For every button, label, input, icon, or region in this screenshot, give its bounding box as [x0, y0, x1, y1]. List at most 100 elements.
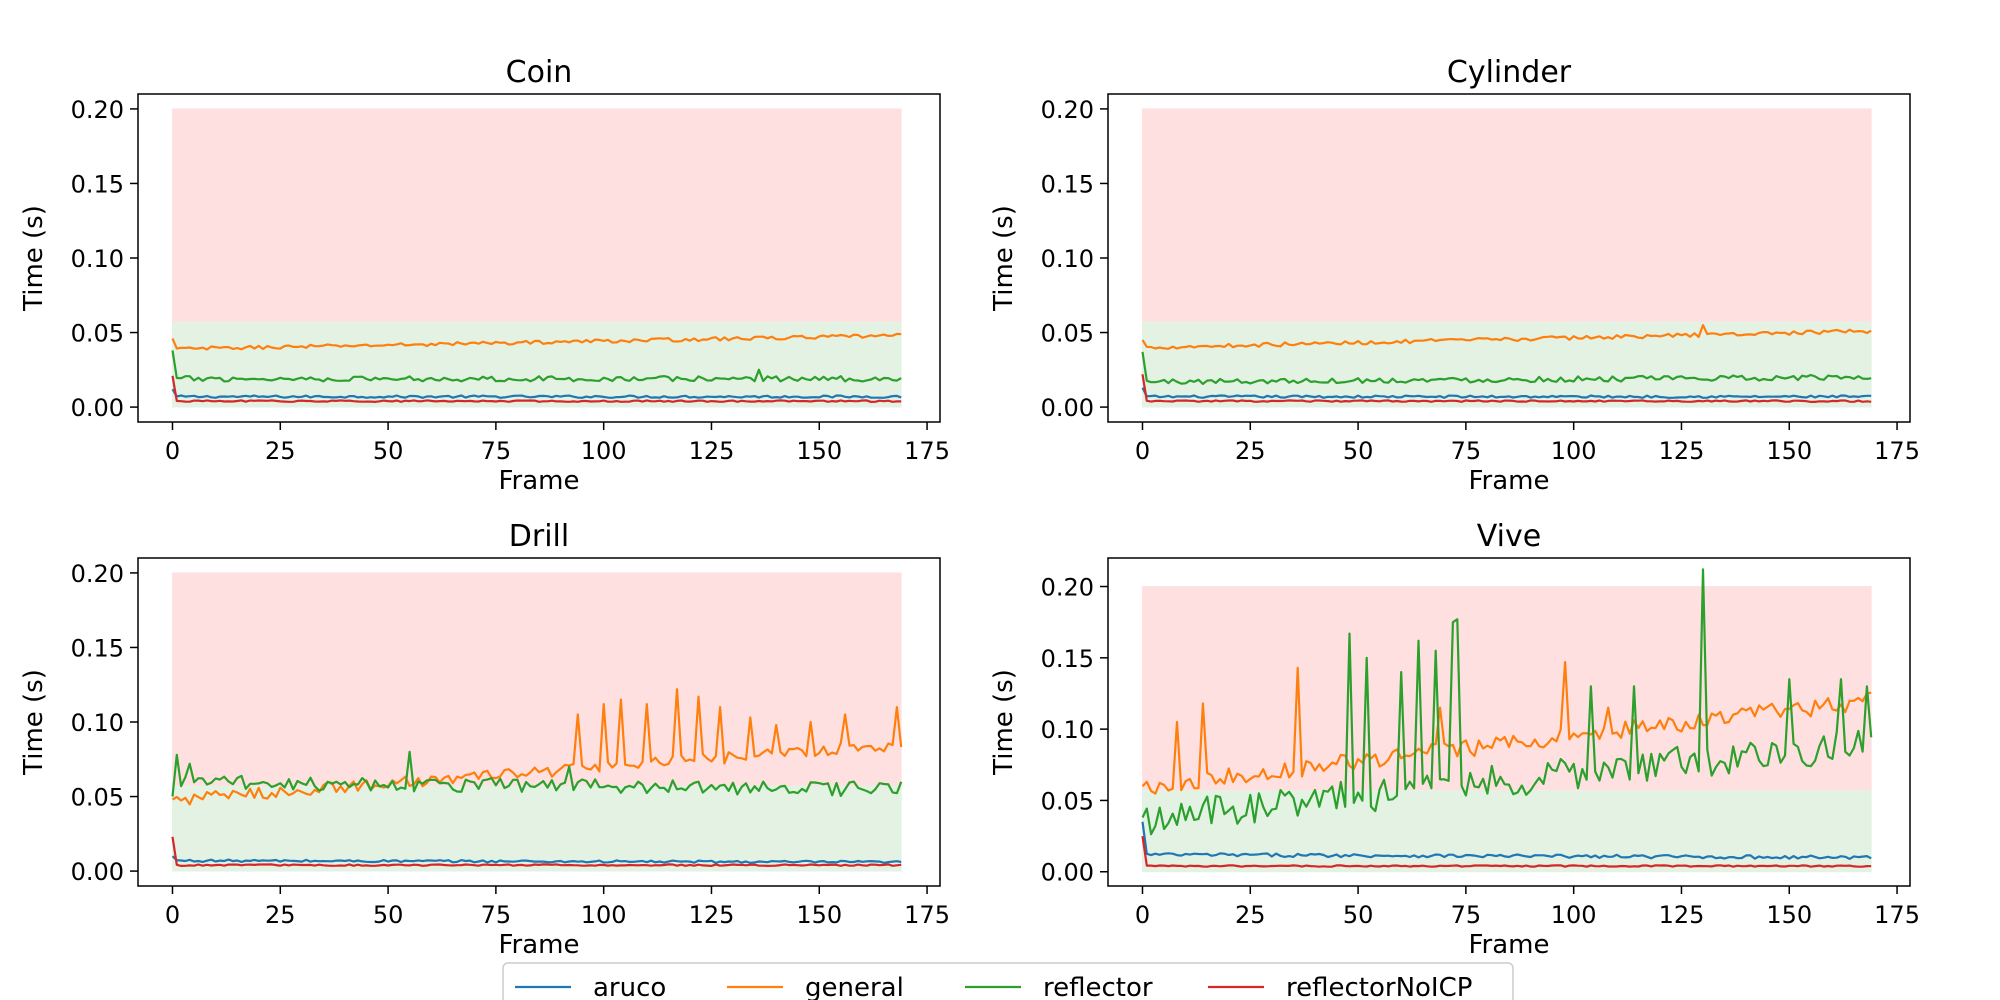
series-line-reflector: [1141, 568, 1873, 836]
y-tick-label: 0.10: [1041, 245, 1094, 273]
x-tick-label: 75: [1451, 901, 1482, 929]
x-tick-label: 150: [1766, 901, 1812, 929]
x-tick-label: 50: [373, 901, 404, 929]
x-tick-label: 100: [1551, 901, 1597, 929]
series-line-aruco: [1141, 387, 1872, 399]
y-tick-label: 0.00: [1041, 394, 1094, 422]
legend-label-reflectorNoICP: reflectorNoICP: [1286, 973, 1472, 1000]
x-tick-label: 125: [1659, 437, 1705, 465]
x-tick-label: 25: [265, 901, 296, 929]
legend-label-reflector: reflector: [1043, 973, 1153, 1000]
x-tick-label: 25: [265, 437, 296, 465]
series-line-reflectorNoICP: [1141, 374, 1872, 403]
subplot-title: Drill: [509, 519, 569, 554]
series-line-reflectorNoICP: [1141, 835, 1872, 868]
green-zone: [1141, 321, 1872, 408]
x-axis-label: Frame: [1468, 466, 1549, 496]
x-tick-label: 50: [373, 437, 404, 465]
series-line-aruco: [1141, 821, 1872, 860]
subplot-title: Coin: [506, 55, 573, 90]
x-tick-label: 100: [581, 901, 627, 929]
y-tick-label: 0.10: [71, 709, 124, 737]
x-tick-label: 75: [481, 901, 512, 929]
y-tick-label: 0.05: [71, 320, 124, 348]
y-tick-label: 0.10: [1041, 716, 1094, 744]
series-line-reflector: [171, 350, 902, 383]
x-axis-label: Frame: [498, 930, 579, 960]
red-zone: [1141, 108, 1872, 323]
subplot-vive: 0 25 50 75 100 125 150 175 0.00 0.05 0.10 0.15 0.20 V…: [989, 519, 1920, 960]
x-tick-label: 125: [1659, 901, 1705, 929]
red-zone: [171, 108, 902, 323]
green-zone: [171, 785, 902, 872]
y-tick-label: 0.15: [71, 170, 124, 198]
x-tick-label: 25: [1235, 901, 1266, 929]
x-tick-label: 150: [1766, 437, 1812, 465]
y-axis-label: Time (s): [19, 669, 49, 776]
legend: aruco general reflector reflectorNoICP: [502, 962, 1514, 1000]
series-line-general: [171, 688, 903, 806]
subplot-title: Vive: [1477, 519, 1541, 554]
y-tick-label: 0.15: [1041, 170, 1094, 198]
x-tick-label: 125: [689, 437, 735, 465]
series-line-reflectorNoICP: [171, 836, 902, 867]
series-line-aruco: [171, 388, 902, 399]
y-tick-label: 0.05: [1041, 787, 1094, 815]
y-tick-label: 0.15: [1041, 645, 1094, 673]
y-tick-label: 0.15: [71, 634, 124, 662]
y-tick-label: 0.05: [71, 784, 124, 812]
y-tick-label: 0.00: [71, 858, 124, 886]
x-tick-label: 0: [165, 901, 180, 929]
subplot-coin: 0 25 50 75 100 125 150 175 0.00 0.05 0.10 0.15 0.20 C…: [19, 55, 950, 496]
y-axis-label: Time (s): [989, 669, 1019, 776]
x-tick-label: 75: [481, 437, 512, 465]
y-tick-label: 0.10: [71, 245, 124, 273]
x-tick-label: 0: [1135, 901, 1150, 929]
y-tick-label: 0.00: [71, 394, 124, 422]
series-line-general: [1141, 324, 1872, 350]
green-zone: [171, 321, 902, 408]
x-tick-label: 0: [1135, 437, 1150, 465]
series-line-aruco: [171, 855, 902, 864]
legend-label-general: general: [805, 973, 904, 1000]
y-tick-label: 0.20: [71, 560, 124, 588]
x-tick-label: 150: [796, 437, 842, 465]
green-zone: [1141, 789, 1872, 873]
x-tick-label: 50: [1343, 901, 1374, 929]
subplot-title: Cylinder: [1447, 55, 1572, 90]
x-tick-label: 0: [165, 437, 180, 465]
x-tick-label: 175: [1874, 437, 1920, 465]
subplot-drill: 0 25 50 75 100 125 150 175 0.00 0.05 0.10 0.15 0.20 D…: [19, 519, 950, 960]
y-tick-label: 0.20: [1041, 96, 1094, 124]
x-tick-label: 100: [1551, 437, 1597, 465]
x-tick-label: 100: [581, 437, 627, 465]
series-line-reflector: [1141, 351, 1872, 385]
legend-label-aruco: aruco: [593, 973, 666, 1000]
red-zone: [171, 572, 902, 787]
y-tick-label: 0.00: [1041, 859, 1094, 887]
subplot-cylinder: 0 25 50 75 100 125 150 175 0.00 0.05 0.10 0.15 0.20 C…: [989, 55, 1920, 496]
x-tick-label: 25: [1235, 437, 1266, 465]
series-line-reflectorNoICP: [171, 375, 902, 403]
x-axis-label: Frame: [1468, 930, 1549, 960]
x-tick-label: 125: [689, 901, 735, 929]
x-tick-label: 175: [904, 901, 950, 929]
red-zone: [1141, 586, 1872, 791]
x-tick-label: 50: [1343, 437, 1374, 465]
y-tick-label: 0.20: [1041, 574, 1094, 602]
x-tick-label: 75: [1451, 437, 1482, 465]
plot-frame: [1107, 557, 1911, 887]
x-axis-label: Frame: [498, 466, 579, 496]
y-axis-label: Time (s): [989, 205, 1019, 312]
x-tick-label: 175: [1874, 901, 1920, 929]
series-line-general: [1141, 661, 1872, 795]
y-axis-label: Time (s): [19, 205, 49, 312]
y-tick-label: 0.20: [71, 96, 124, 124]
x-tick-label: 150: [796, 901, 842, 929]
y-tick-label: 0.05: [1041, 320, 1094, 348]
series-line-reflector: [171, 750, 903, 797]
series-line-general: [171, 332, 902, 351]
x-tick-label: 175: [904, 437, 950, 465]
legend-box: [502, 962, 1514, 1000]
